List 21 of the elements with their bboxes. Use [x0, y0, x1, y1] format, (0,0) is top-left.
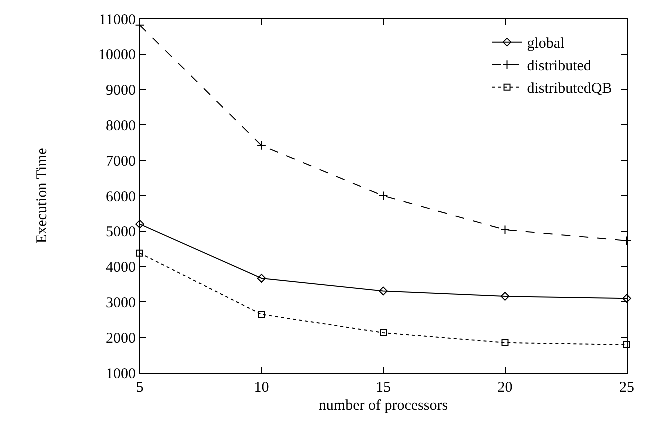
legend-label: global [527, 36, 565, 52]
y-tick-label: 3000 [106, 295, 136, 312]
y-tick-label: 9000 [106, 83, 136, 100]
legend-label: distributedQB [527, 81, 612, 98]
x-tick-label: 5 [136, 380, 144, 396]
y-tick-label: 10000 [98, 48, 136, 64]
legend-label: distributed [527, 58, 592, 75]
y-tick-label: 6000 [106, 189, 136, 206]
x-tick-label: 20 [498, 380, 513, 396]
y-tick-label: 2000 [106, 330, 136, 347]
x-tick-label: 15 [376, 380, 391, 396]
y-tick-label: 7000 [106, 154, 136, 170]
x-axis-title: number of processors [318, 398, 448, 414]
y-tick-label: 4000 [106, 260, 136, 276]
y-tick-label: 5000 [106, 224, 136, 241]
x-tick-label: 10 [254, 380, 270, 396]
y-axis-title: Execution Time [34, 148, 51, 244]
x-tick-label: 25 [620, 380, 634, 396]
y-tick-label: 1000 [106, 366, 136, 382]
y-tick-label: 11000 [99, 12, 136, 28]
y-tick-label: 8000 [106, 118, 136, 134]
